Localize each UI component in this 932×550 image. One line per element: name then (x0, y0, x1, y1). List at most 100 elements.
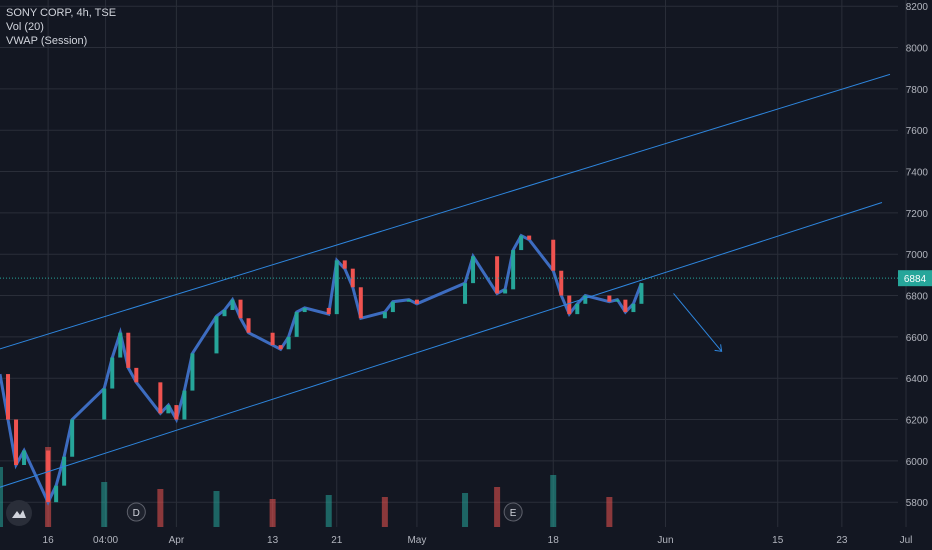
candle-body (503, 289, 508, 294)
candle-body (62, 456, 67, 486)
candle-body (551, 239, 556, 271)
candle-body (414, 299, 419, 304)
candle-body (70, 419, 75, 457)
candle-body (22, 450, 27, 465)
candle-body (495, 256, 500, 294)
volume-bar (381, 497, 388, 527)
candle-body (278, 345, 283, 350)
y-tick-label: 7200 (906, 209, 929, 220)
candle-body (174, 405, 179, 420)
projection-arrow (673, 293, 722, 352)
candle-body (583, 295, 588, 304)
candle-body (342, 260, 347, 269)
x-tick-label: 13 (267, 535, 279, 546)
candle-body (134, 367, 139, 383)
candle-body (214, 316, 219, 354)
last-price-label: 6884 (904, 274, 927, 285)
x-tick-label: 16 (43, 535, 55, 546)
candle-body (519, 235, 524, 251)
candle-body (382, 312, 387, 319)
x-tick-label: 21 (331, 535, 343, 546)
candle-body (607, 295, 612, 302)
candle-body (631, 303, 636, 313)
volume-bar (0, 467, 3, 527)
y-tick-label: 7000 (906, 250, 929, 261)
volume-bar (213, 491, 220, 527)
candle-body (567, 295, 572, 315)
candle-body (118, 332, 123, 358)
volume-bar (325, 495, 332, 527)
candle-body (166, 405, 171, 414)
y-tick-label: 6800 (906, 292, 929, 303)
candle-body (334, 260, 339, 315)
tradingview-logo-icon[interactable] (6, 500, 32, 526)
x-tick-label: Apr (169, 535, 185, 546)
candle-body (406, 299, 411, 302)
trend-channel-line (0, 73, 891, 350)
y-tick-label: 6600 (906, 333, 929, 344)
trend-channel-line (0, 202, 883, 488)
candle-body (230, 299, 235, 310)
candle-body (182, 390, 187, 420)
volume-bar (606, 497, 613, 527)
candle-body (294, 312, 299, 337)
candle-body (54, 485, 59, 503)
y-tick-label: 6000 (906, 457, 929, 468)
legend: SONY CORP, 4h, TSE Vol (20) VWAP (Sessio… (6, 6, 116, 48)
x-tick-label: Jun (657, 535, 673, 546)
candle-body (639, 283, 644, 304)
candle-body (102, 388, 107, 420)
candle-body (463, 283, 468, 304)
x-tick-label: Jul (900, 535, 913, 546)
candle-body (302, 307, 307, 313)
vwap-indicator-label[interactable]: VWAP (Session) (6, 35, 88, 47)
candle-body (238, 299, 243, 319)
candle-body (110, 357, 115, 389)
y-tick-label: 8000 (906, 44, 929, 55)
y-tick-label: 8200 (906, 2, 929, 13)
volume-bar (550, 475, 557, 527)
candle-body (471, 256, 476, 284)
y-tick-label: 6200 (906, 416, 929, 427)
candle-body (46, 450, 51, 503)
candle-body (14, 419, 19, 465)
y-tick-label: 6400 (906, 374, 929, 385)
volume-bar (101, 482, 108, 527)
event-marker (126, 502, 146, 522)
candle-body (350, 268, 355, 288)
candle-body (390, 301, 395, 313)
y-tick-label: 7400 (906, 168, 929, 179)
volume-bar (462, 493, 469, 527)
candle-body (358, 287, 363, 319)
x-tick-label: 15 (772, 535, 784, 546)
last-price-badge (898, 270, 932, 287)
event-marker (503, 502, 523, 522)
candle-body (527, 235, 532, 240)
candle-body (222, 310, 227, 317)
x-tick-label: May (407, 535, 426, 546)
vwap-line (0, 233, 643, 506)
volume-bar (269, 499, 276, 527)
candle-body (126, 332, 131, 368)
x-tick-label: 23 (836, 535, 848, 546)
candle-body (246, 318, 251, 333)
event-marker-label: E (510, 508, 517, 519)
candle-body (615, 299, 620, 302)
candle-body (286, 336, 291, 350)
candle-body (623, 299, 628, 313)
y-tick-label: 7600 (906, 126, 929, 137)
candle-body (190, 353, 195, 391)
projection-arrow-head (714, 344, 723, 352)
volume-bar (157, 489, 164, 527)
volume-indicator-label[interactable]: Vol (20) (6, 21, 44, 33)
candle-body (559, 270, 564, 296)
y-tick-label: 5800 (906, 498, 929, 509)
candle-body (158, 382, 163, 414)
symbol-title[interactable]: SONY CORP, 4h, TSE (6, 7, 117, 19)
x-tick-label: 18 (548, 535, 560, 546)
y-tick-label: 7800 (906, 85, 929, 96)
candle-body (270, 332, 275, 346)
candle-body (575, 303, 580, 315)
